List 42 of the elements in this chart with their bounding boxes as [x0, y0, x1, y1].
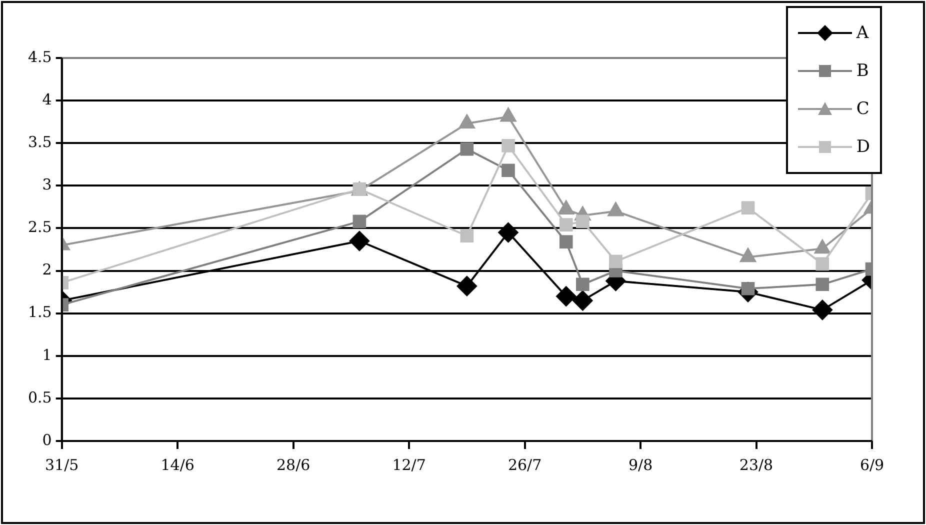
- x-tick-label: 14/6: [160, 456, 194, 474]
- y-tick-label: 3: [42, 176, 52, 194]
- legend-label: A: [856, 23, 869, 43]
- point: [498, 222, 518, 242]
- point: [502, 139, 515, 152]
- x-tick-label: 12/7: [392, 456, 426, 474]
- y-tick-label: 1.5: [28, 303, 52, 322]
- point: [349, 230, 370, 251]
- legend-label: C: [856, 99, 870, 119]
- legend-label: D: [856, 137, 870, 157]
- point: [576, 214, 590, 228]
- y-tick-label: 1: [42, 346, 52, 364]
- y-tick-label: 2.5: [28, 218, 52, 236]
- point: [460, 142, 474, 156]
- point: [816, 278, 830, 292]
- point: [572, 290, 593, 311]
- point: [741, 201, 755, 214]
- x-tick-label: 6/9: [860, 456, 884, 474]
- y-tick-label: 0.5: [28, 388, 52, 406]
- point: [559, 218, 573, 232]
- y-tick-label: 0: [42, 430, 52, 449]
- point: [559, 235, 573, 248]
- point: [352, 214, 366, 228]
- y-tick-label: 3.5: [28, 133, 52, 151]
- y-tick-label: 2: [42, 260, 52, 279]
- point: [609, 254, 622, 268]
- point: [502, 164, 515, 178]
- point: [576, 278, 590, 292]
- x-tick-label: 31/5: [45, 456, 79, 474]
- x-tick-label: 28/6: [276, 456, 310, 474]
- point: [456, 276, 477, 296]
- x-tick-label: 26/7: [508, 456, 542, 474]
- point: [459, 114, 475, 129]
- point: [816, 257, 830, 271]
- point: [812, 300, 832, 320]
- y-tick-label: 4: [42, 90, 52, 108]
- legend-label: B: [856, 61, 869, 81]
- y-tick-label: 4.5: [28, 48, 52, 66]
- x-tick-label: 23/8: [739, 456, 774, 474]
- point: [556, 286, 576, 306]
- point: [460, 229, 474, 243]
- x-tick-label: 9/8: [628, 456, 653, 474]
